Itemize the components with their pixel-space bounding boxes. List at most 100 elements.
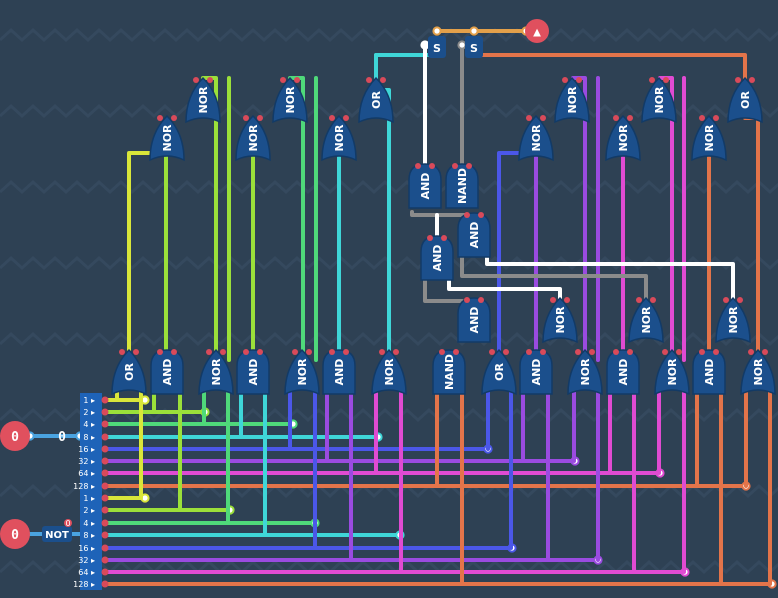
gate-label: NOR — [617, 124, 630, 152]
pin-dot[interactable] — [101, 568, 109, 576]
nor-gate[interactable]: NOR — [149, 114, 185, 162]
input-display: 0 — [58, 430, 66, 445]
gate-label: NOR — [554, 306, 567, 334]
gate-label: OR — [739, 91, 752, 109]
nor-gate[interactable]: NOR — [715, 296, 751, 344]
pin-dot[interactable] — [101, 580, 109, 588]
upper-wire[interactable] — [201, 76, 218, 362]
and-gate[interactable]: AND — [236, 349, 270, 395]
pin-dot[interactable] — [101, 445, 109, 453]
pin-dot[interactable] — [101, 420, 109, 428]
nor-gate[interactable]: NOR — [691, 114, 727, 162]
and-gate[interactable]: AND — [322, 349, 356, 395]
gate-label: AND — [419, 173, 432, 200]
or-gate[interactable]: OR — [111, 348, 147, 396]
white-wire[interactable] — [447, 278, 562, 302]
input-value: 0 — [11, 430, 19, 445]
nor-gate[interactable]: NOR — [628, 296, 664, 344]
and-gate[interactable]: AND — [420, 235, 454, 281]
latch-label: S — [470, 42, 478, 55]
output-light[interactable]: ▲ — [525, 19, 549, 43]
pin-dot[interactable] — [101, 531, 109, 539]
wire-node[interactable] — [420, 40, 430, 50]
gate-label: NOR — [727, 306, 740, 334]
gate-label: AND — [703, 359, 716, 386]
gate-label: NOR — [566, 86, 579, 114]
nor-gate[interactable]: NOR — [654, 348, 690, 396]
pin-label-1: 1 ▸ — [83, 494, 95, 503]
gates-layer: OR AND NOR AND NOR AND NOR NAND OR AND NOR AND NOR AN… — [111, 36, 776, 396]
nor-gate[interactable]: NOR — [321, 114, 357, 162]
pin-label-4: 4 ▸ — [83, 519, 95, 528]
gate-label: AND — [468, 307, 481, 334]
and-gate[interactable]: AND — [408, 163, 442, 209]
pin-label-4: 4 ▸ — [83, 420, 95, 429]
gate-label: NOR — [247, 124, 260, 152]
nor-gate[interactable]: NOR — [641, 76, 677, 124]
nand-gate[interactable]: NAND — [445, 163, 479, 209]
gate-label: NAND — [456, 168, 469, 204]
gate-label: AND — [530, 359, 543, 386]
nor-gate[interactable]: NOR — [284, 348, 320, 396]
input-switch-1[interactable]: 0 — [0, 421, 30, 451]
latch-out-wire[interactable] — [472, 53, 747, 82]
nor-gate[interactable]: NOR — [198, 348, 234, 396]
pin-dot[interactable] — [101, 519, 109, 527]
grey-wire[interactable] — [423, 278, 464, 303]
and-gate[interactable]: AND — [150, 349, 184, 395]
nor-gate[interactable]: NOR — [518, 114, 554, 162]
pin-dot[interactable] — [101, 457, 109, 465]
pin-dot[interactable] — [101, 408, 109, 416]
pin-label-128: 128 ▸ — [73, 482, 95, 491]
latch-block[interactable]: S — [428, 36, 446, 58]
pin-label-32: 32 ▸ — [78, 457, 95, 466]
and-gate[interactable]: AND — [519, 349, 553, 395]
nor-gate[interactable]: NOR — [371, 348, 407, 396]
wire-node[interactable] — [457, 40, 467, 50]
gate-label: AND — [333, 359, 346, 386]
nand-gate[interactable]: NAND — [432, 349, 466, 395]
pin-dot[interactable] — [101, 494, 109, 502]
latch-block[interactable]: S — [465, 36, 483, 58]
pin-dot[interactable] — [101, 433, 109, 441]
pin-dot[interactable] — [101, 544, 109, 552]
pin-label-16: 16 ▸ — [78, 445, 95, 454]
grey-wire[interactable] — [460, 253, 648, 302]
pin-label-64: 64 ▸ — [78, 568, 95, 577]
or-gate[interactable]: OR — [358, 76, 394, 124]
nor-gate[interactable]: NOR — [235, 114, 271, 162]
or-gate[interactable]: OR — [481, 348, 517, 396]
gate-label: NAND — [443, 354, 456, 390]
pin-dot[interactable] — [101, 506, 109, 514]
pin-dot[interactable] — [101, 556, 109, 564]
pin-dot[interactable] — [101, 469, 109, 477]
pin-label-8: 8 ▸ — [83, 531, 95, 540]
nor-gate[interactable]: NOR — [605, 114, 641, 162]
upper-wire[interactable] — [288, 76, 305, 362]
or-gate[interactable]: OR — [727, 76, 763, 124]
and-gate[interactable]: AND — [606, 349, 640, 395]
nor-gate[interactable]: NOR — [542, 296, 578, 344]
gate-label: NOR — [383, 358, 396, 386]
and-gate[interactable]: AND — [457, 297, 491, 343]
nor-gate[interactable]: NOR — [272, 76, 308, 124]
grey-wire[interactable] — [410, 210, 476, 217]
pin-dot[interactable] — [101, 396, 109, 404]
gate-label: OR — [123, 363, 136, 381]
gate-label: NOR — [653, 86, 666, 114]
white-wire[interactable] — [485, 253, 735, 302]
nor-gate[interactable]: NOR — [567, 348, 603, 396]
pin-dot[interactable] — [101, 482, 109, 490]
not-gate[interactable]: NOT 0 — [42, 519, 72, 542]
input-switch-2[interactable]: 0 — [0, 519, 30, 549]
and-gate[interactable]: AND — [692, 349, 726, 395]
wire-node[interactable] — [432, 26, 442, 36]
nor-gate[interactable]: NOR — [185, 76, 221, 124]
and-gate[interactable]: AND — [457, 212, 491, 258]
wire-node[interactable] — [469, 26, 479, 36]
nor-gate[interactable]: NOR — [740, 348, 776, 396]
nor-gate[interactable]: NOR — [554, 76, 590, 124]
input-value: 0 — [11, 528, 19, 543]
upper-wire[interactable] — [127, 151, 152, 362]
